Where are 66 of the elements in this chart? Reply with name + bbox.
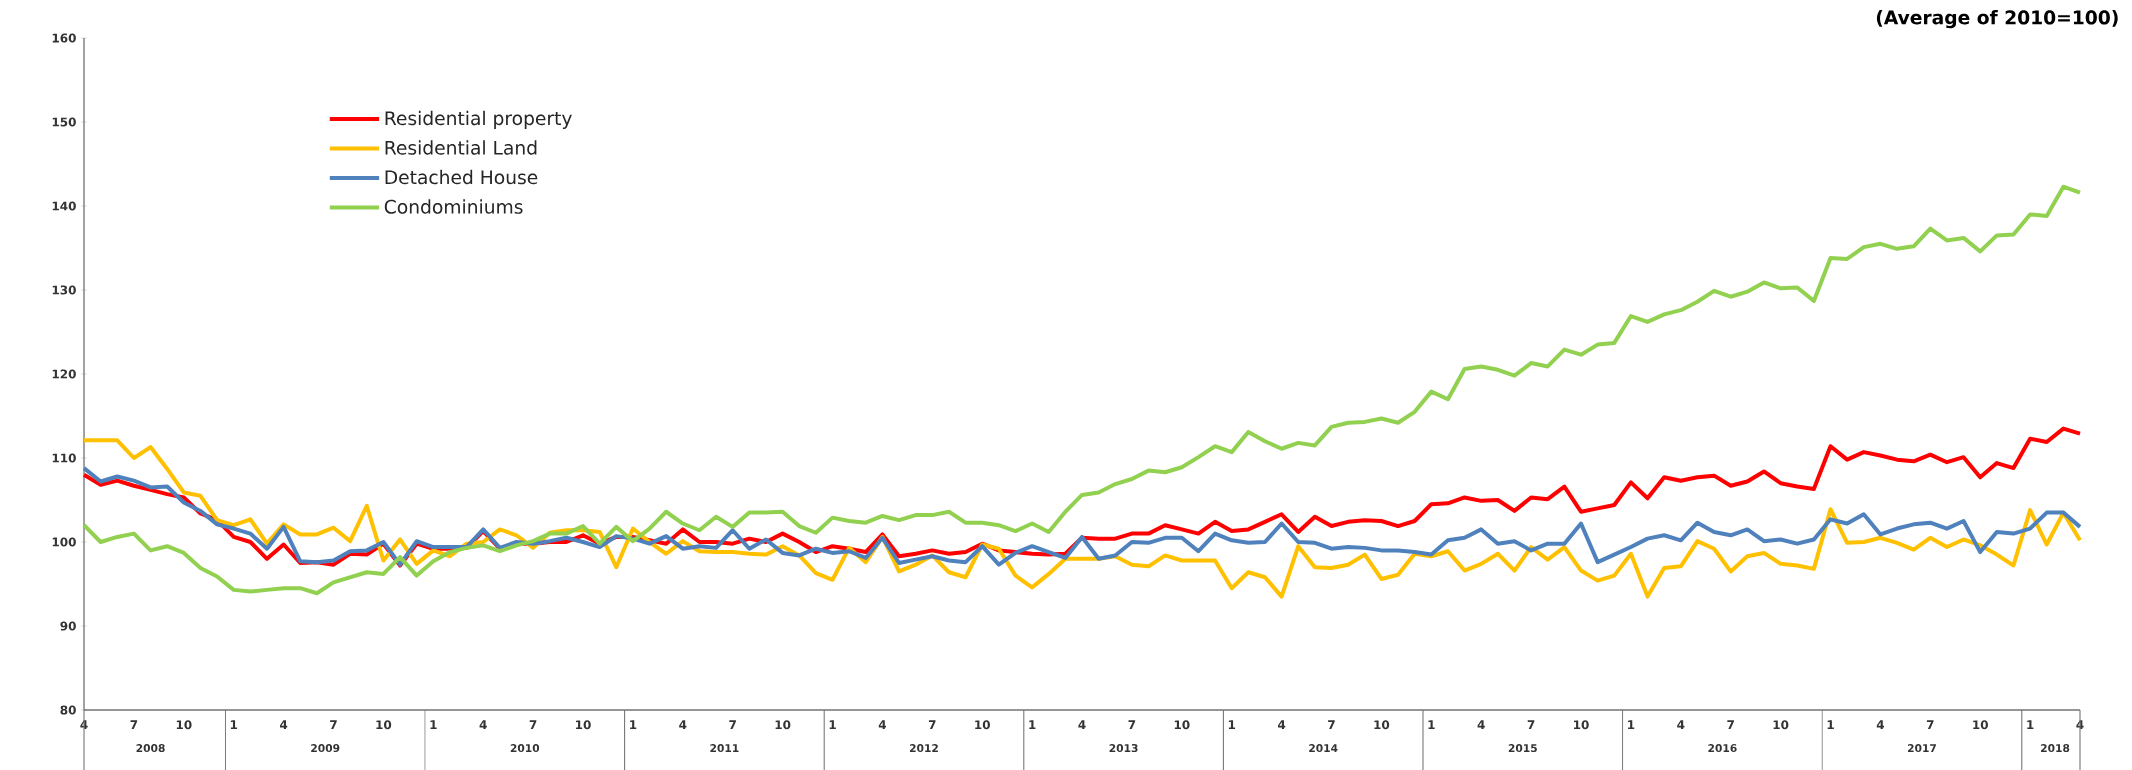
x-tick-label: 7 bbox=[928, 720, 936, 729]
text: 2016 bbox=[1708, 744, 1737, 753]
x-tick-label: 1 bbox=[1228, 720, 1236, 729]
x-tick-label: 10 bbox=[1973, 720, 1988, 730]
x-tick-label: 7 bbox=[1527, 720, 1535, 729]
x-tick-label: 4 bbox=[479, 720, 487, 729]
y-tick-label: 90 bbox=[60, 621, 76, 631]
y-tick-label: 100 bbox=[52, 537, 76, 547]
x-tick-label: 1 bbox=[2027, 720, 2034, 729]
x-tick-label: 4 bbox=[1477, 720, 1485, 729]
x-tick-label: 4 bbox=[878, 720, 887, 729]
x-tick-label: 7 bbox=[1328, 720, 1335, 729]
x-tick-label: 4 bbox=[679, 720, 687, 729]
x-tick-label: 1 bbox=[1628, 720, 1635, 729]
x-tick-label: 4 bbox=[2076, 720, 2084, 729]
text: 2015 bbox=[1508, 744, 1537, 753]
y-tick-label: 80 bbox=[60, 705, 76, 715]
x-tick-label: 7 bbox=[1727, 720, 1734, 729]
x-tick-label: 7 bbox=[529, 720, 537, 729]
legend-label: Condominiums bbox=[384, 199, 523, 214]
x-tick-label: 7 bbox=[729, 720, 736, 729]
y-tick-label: 140 bbox=[52, 201, 76, 211]
x-tick-label: 10 bbox=[376, 720, 392, 730]
x-tick-label: 7 bbox=[330, 720, 337, 729]
x-tick-label: 7 bbox=[1128, 720, 1136, 729]
x-tick-label: 4 bbox=[1078, 720, 1086, 729]
x-tick-label: 4 bbox=[279, 720, 288, 729]
x-tick-label: 10 bbox=[775, 720, 791, 730]
x-tick-label: 10 bbox=[576, 720, 591, 730]
legend-label: Residential property bbox=[385, 110, 572, 129]
text: 2009 bbox=[311, 744, 340, 753]
x-tick-label: 10 bbox=[1773, 720, 1789, 730]
text: 2010 bbox=[510, 744, 540, 753]
text: 2013 bbox=[1109, 744, 1138, 753]
legend-label: Residential Land bbox=[385, 140, 537, 155]
x-tick-label: 4 bbox=[1677, 720, 1685, 729]
x-tick-label: 1 bbox=[1029, 720, 1036, 729]
x-tick-label: 4 bbox=[80, 720, 88, 729]
legend-label: Detached House bbox=[385, 169, 538, 185]
text: 2014 bbox=[1309, 744, 1338, 753]
y-tick-label: 150 bbox=[52, 117, 76, 127]
x-tick-label: 1 bbox=[430, 720, 437, 729]
x-tick-label: 1 bbox=[630, 720, 637, 729]
x-tick-label: 10 bbox=[975, 720, 990, 730]
x-tick-label: 10 bbox=[1574, 720, 1589, 730]
y-tick-label: 120 bbox=[52, 369, 76, 379]
x-tick-label: 7 bbox=[1926, 720, 1934, 729]
text: 2008 bbox=[136, 744, 165, 753]
x-tick-label: 1 bbox=[829, 720, 836, 729]
x-tick-label: 10 bbox=[176, 720, 192, 730]
y-tick-label: 130 bbox=[52, 285, 76, 295]
y-tick-label: 110 bbox=[52, 453, 76, 463]
x-tick-label: 1 bbox=[1827, 720, 1834, 729]
x-tick-label: 10 bbox=[1374, 720, 1390, 730]
x-tick-label: 4 bbox=[1876, 720, 1885, 729]
x-tick-label: 10 bbox=[1174, 720, 1190, 730]
text: 2011 bbox=[710, 744, 739, 753]
chart-subtitle: (Average of 2010=100) bbox=[1876, 10, 2118, 29]
text: 2012 bbox=[909, 744, 938, 753]
x-tick-label: 7 bbox=[130, 720, 138, 729]
x-tick-label: 1 bbox=[230, 720, 238, 729]
x-tick-label: 1 bbox=[1428, 720, 1435, 729]
text: 2017 bbox=[1907, 744, 1936, 753]
text: 2018 bbox=[2041, 744, 2070, 753]
y-tick-label: 160 bbox=[52, 33, 76, 43]
x-tick-label: 4 bbox=[1277, 720, 1286, 729]
